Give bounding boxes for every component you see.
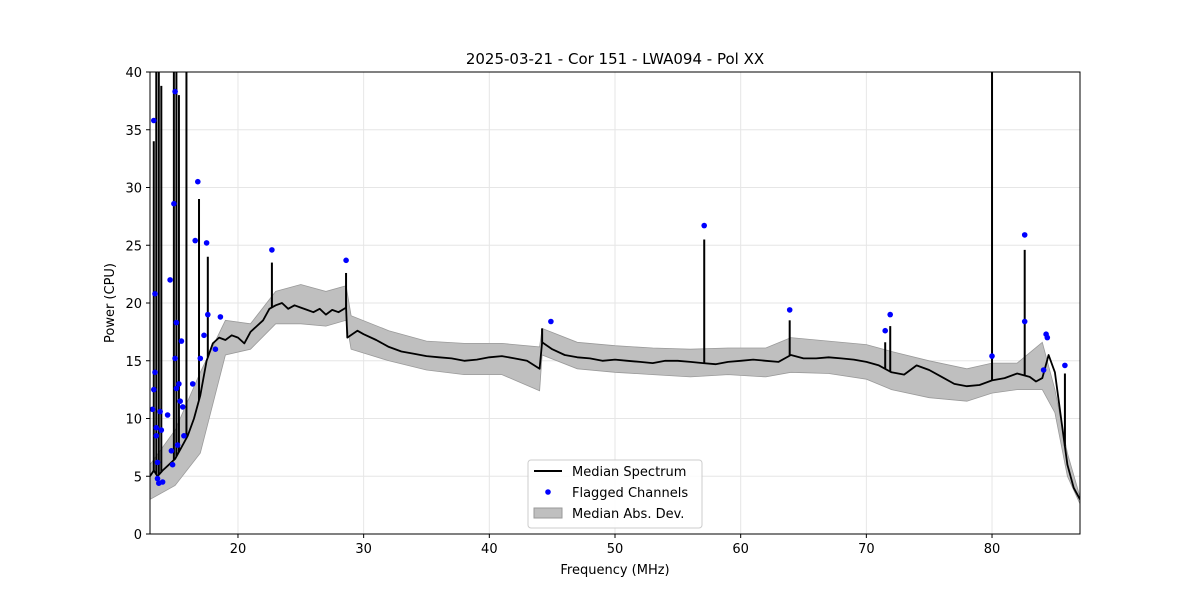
flagged-channel-point	[1062, 362, 1068, 369]
flagged-channel-point	[212, 346, 219, 353]
flagged-channel-point	[158, 427, 165, 433]
flagged-channel-point	[203, 240, 210, 246]
flagged-channel-point	[172, 355, 178, 362]
x-tick-label: 70	[858, 542, 875, 557]
flagged-channel-point	[159, 479, 166, 485]
x-tick-label: 40	[481, 542, 498, 557]
flagged-channel-point	[152, 369, 158, 376]
flagged-channel-point	[157, 408, 163, 415]
legend-entry-flagged: Flagged Channels	[572, 486, 688, 501]
flagged-channel-point	[167, 277, 173, 283]
flagged-channel-point	[701, 222, 707, 229]
flagged-channel-point	[269, 247, 275, 253]
legend: Median Spectrum Flagged Channels Median …	[527, 459, 703, 529]
x-tick-label: 50	[607, 542, 624, 557]
legend-dot-swatch	[545, 489, 551, 495]
flagged-channel-point	[989, 353, 995, 359]
flagged-channel-point	[197, 355, 204, 362]
flagged-channel-point	[168, 448, 175, 454]
median-spectrum-line	[150, 302, 1080, 500]
x-axis-label: Frequency (MHz)	[560, 563, 669, 578]
y-tick-label: 35	[125, 124, 142, 139]
flagged-channel-point	[176, 381, 182, 387]
flagged-channel-point	[1040, 367, 1047, 373]
flagged-channel-point	[173, 385, 180, 392]
flagged-channel-point	[173, 319, 180, 326]
x-tick-label: 20	[230, 542, 247, 557]
flagged-channel-point	[205, 311, 211, 318]
chart-title: 2025-03-21 - Cor 151 - LWA094 - Pol XX	[466, 50, 764, 68]
flagged-channel-point	[178, 338, 185, 344]
flagged-channel-point	[786, 307, 793, 313]
rfi-spikes	[152, 72, 1066, 475]
legend-fill-swatch	[533, 507, 563, 519]
flagged-channel-point	[169, 461, 176, 468]
flagged-channel-point	[177, 398, 183, 405]
y-tick-label: 40	[125, 66, 142, 81]
flagged-channel-point	[343, 257, 349, 264]
flagged-channel-point	[882, 327, 888, 334]
flagged-channel-point	[150, 406, 156, 413]
mad-band	[150, 284, 1080, 505]
flagged-channel-point	[151, 386, 157, 393]
flagged-channel-point	[154, 459, 161, 466]
flagged-channel-point	[172, 88, 178, 95]
y-axis-ticks: 0 5 10 15 20 25 30 35 40	[125, 66, 150, 543]
flagged-channel-point	[153, 424, 160, 431]
flagged-channel-point	[153, 433, 160, 439]
flagged-channel-point	[171, 200, 177, 207]
flagged-channel-point	[1021, 318, 1028, 325]
x-tick-label: 80	[984, 542, 1001, 557]
flagged-channel-point	[1044, 334, 1051, 341]
x-tick-label: 30	[355, 542, 372, 557]
y-axis-label: Power (CPU)	[103, 263, 118, 343]
flagged-channel-point	[179, 404, 186, 410]
flagged-channel-point	[887, 311, 893, 318]
flagged-channel-point	[192, 237, 198, 244]
flagged-channel-point	[164, 412, 171, 418]
flagged-channel-point	[548, 318, 554, 325]
flagged-channel-point	[174, 442, 181, 448]
y-tick-label: 5	[134, 470, 142, 485]
legend-entry-mad: Median Abs. Dev.	[572, 507, 684, 522]
x-tick-label: 60	[732, 542, 749, 557]
x-axis-ticks: 20 30 40 50 60 70 80	[230, 534, 1001, 557]
legend-entry-median: Median Spectrum	[572, 465, 686, 480]
y-tick-label: 0	[134, 528, 142, 543]
flagged-channels	[150, 88, 1068, 487]
flagged-channel-point	[195, 178, 201, 185]
y-tick-label: 25	[125, 239, 142, 254]
y-tick-label: 20	[125, 297, 142, 312]
y-tick-label: 30	[125, 182, 142, 197]
flagged-channel-point	[181, 433, 187, 439]
median-spectrum	[150, 302, 1080, 500]
flagged-channel-point	[151, 117, 157, 124]
flagged-channel-point	[154, 475, 161, 482]
flagged-channel-point	[217, 314, 224, 320]
flagged-channel-point	[152, 291, 158, 297]
flagged-channel-point	[189, 381, 196, 387]
flagged-channel-point	[201, 332, 207, 339]
flagged-channel-point	[1021, 232, 1028, 238]
y-tick-label: 10	[125, 413, 142, 428]
legend-box	[527, 459, 703, 529]
mad-band-area	[150, 284, 1080, 505]
y-tick-label: 15	[125, 355, 142, 370]
